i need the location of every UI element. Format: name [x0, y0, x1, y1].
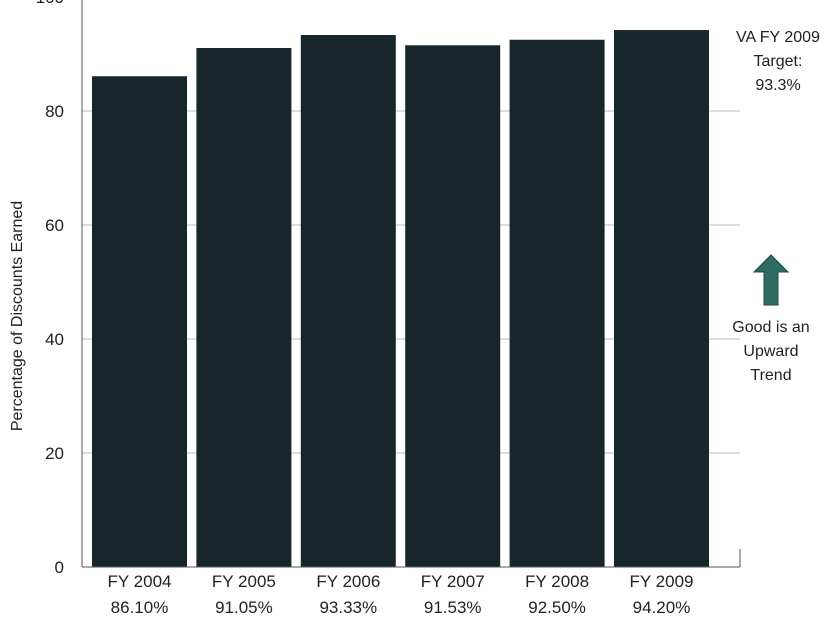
x-category-label: FY 2009 [630, 572, 694, 591]
up-arrow-icon [752, 254, 790, 306]
y-tick-label-20: 20 [45, 444, 64, 463]
target-label-line: Target: [754, 53, 803, 70]
x-tick-labels: FY 2004 86.10% FY 2005 91.05% FY 2006 93.33% F… [108, 572, 694, 617]
y-tick-label-80: 80 [45, 102, 64, 121]
target-label-line: 93.3% [755, 77, 800, 94]
trend-label-line: Upward [743, 343, 798, 360]
x-value-label: 92.50% [528, 598, 586, 617]
x-value-label: 86.10% [111, 598, 169, 617]
x-value-label: 91.05% [215, 598, 273, 617]
trend-label-line: Trend [750, 367, 791, 384]
bar-fy-2005 [196, 48, 292, 567]
bar-fy-2004 [92, 76, 187, 567]
axes [81, 0, 741, 568]
x-value-label: 91.53% [424, 598, 482, 617]
x-category-label: FY 2005 [212, 572, 276, 591]
target-annotation: VA FY 2009 Target: 93.3% [736, 29, 820, 94]
bars [92, 30, 709, 568]
bar-fy-2008 [509, 39, 605, 567]
x-category-label: FY 2006 [316, 572, 380, 591]
y-tick-label-100: 100 [36, 0, 64, 7]
y-tick-label-0: 0 [55, 558, 64, 577]
y-tick-label-40: 40 [45, 330, 64, 349]
x-value-label: 94.20% [633, 598, 691, 617]
trend-annotation: Good is an Upward Trend [732, 254, 810, 384]
x-category-label: FY 2007 [421, 572, 485, 591]
target-label-line: VA FY 2009 [736, 29, 820, 46]
trend-label-line: Good is an [732, 319, 809, 336]
x-category-label: FY 2004 [108, 572, 172, 591]
x-category-label: FY 2008 [525, 572, 589, 591]
y-tick-label-60: 60 [45, 216, 64, 235]
y-axis-label: Percentage of Discounts Earned [9, 201, 26, 431]
bar-fy-2006 [300, 35, 396, 568]
y-tick-labels: 0 20 40 60 80 100 [36, 0, 64, 577]
bar-fy-2009 [614, 30, 709, 568]
x-value-label: 93.33% [319, 598, 377, 617]
bar-fy-2007 [405, 45, 501, 568]
